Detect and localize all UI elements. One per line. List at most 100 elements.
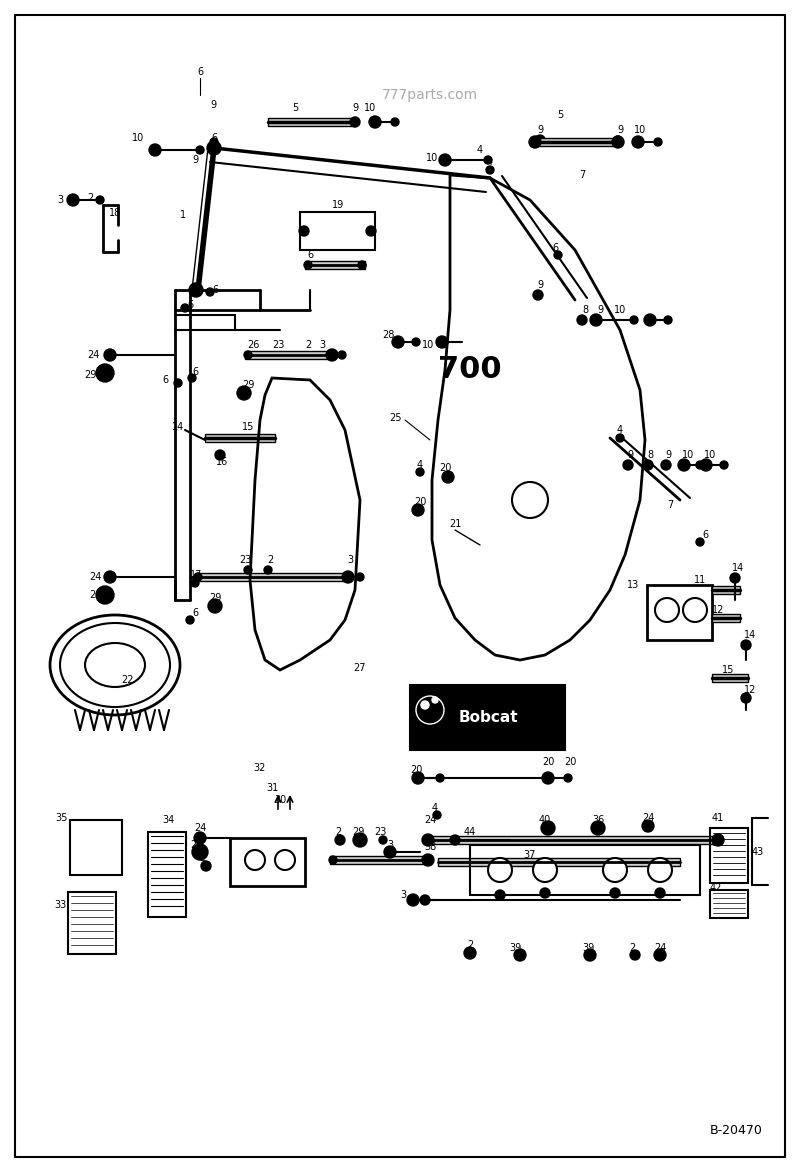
Text: 14: 14 <box>172 422 184 432</box>
Circle shape <box>436 774 444 782</box>
Text: 17: 17 <box>190 570 202 580</box>
Text: 15: 15 <box>242 422 254 432</box>
Circle shape <box>358 261 366 270</box>
Circle shape <box>392 336 404 348</box>
Text: 24: 24 <box>194 823 206 833</box>
Circle shape <box>486 166 494 173</box>
Bar <box>438 858 680 866</box>
Bar <box>70 820 122 875</box>
Circle shape <box>192 844 208 860</box>
Text: 2: 2 <box>267 556 273 565</box>
Text: 34: 34 <box>162 815 174 825</box>
Text: 2: 2 <box>467 940 473 950</box>
Circle shape <box>730 573 740 582</box>
Circle shape <box>614 136 622 144</box>
Text: 4: 4 <box>487 157 493 166</box>
Text: 2: 2 <box>305 340 311 350</box>
Text: 27: 27 <box>354 663 366 673</box>
Circle shape <box>421 701 429 709</box>
Circle shape <box>194 832 206 844</box>
Circle shape <box>67 195 79 206</box>
Circle shape <box>191 579 199 587</box>
Text: 2: 2 <box>199 853 205 863</box>
Circle shape <box>643 459 653 470</box>
Text: 2: 2 <box>87 193 93 203</box>
Text: 9: 9 <box>627 450 633 459</box>
Circle shape <box>712 834 724 846</box>
Text: 10: 10 <box>614 305 626 315</box>
Circle shape <box>514 949 526 961</box>
Circle shape <box>654 949 666 961</box>
Text: 3: 3 <box>400 890 406 900</box>
Text: 20: 20 <box>410 765 422 775</box>
Text: 20: 20 <box>542 757 554 766</box>
Circle shape <box>149 144 161 156</box>
Bar <box>195 573 350 581</box>
Circle shape <box>661 459 671 470</box>
Text: 6: 6 <box>162 375 168 384</box>
Text: 6: 6 <box>307 250 313 260</box>
Text: 20: 20 <box>414 497 426 507</box>
Text: 19: 19 <box>332 200 344 210</box>
Circle shape <box>495 890 505 900</box>
Bar <box>205 434 275 442</box>
Text: 23: 23 <box>374 827 386 837</box>
Text: 9: 9 <box>210 100 216 110</box>
Text: 25: 25 <box>389 413 402 423</box>
Text: 36: 36 <box>592 815 604 825</box>
Text: 6: 6 <box>187 300 193 311</box>
Text: 10: 10 <box>704 450 716 459</box>
Text: 9: 9 <box>352 103 358 113</box>
Text: 777parts.com: 777parts.com <box>382 88 478 102</box>
Circle shape <box>700 459 712 471</box>
Circle shape <box>644 314 656 326</box>
Text: 6: 6 <box>552 243 558 253</box>
Circle shape <box>584 949 596 961</box>
Circle shape <box>186 616 194 624</box>
Circle shape <box>104 571 116 582</box>
Circle shape <box>616 434 624 442</box>
Bar <box>305 261 365 270</box>
Circle shape <box>194 573 202 581</box>
Circle shape <box>207 141 221 155</box>
Bar <box>712 614 740 622</box>
Text: 29: 29 <box>89 590 101 600</box>
Text: 7: 7 <box>667 500 673 510</box>
Circle shape <box>720 461 728 469</box>
Text: 37: 37 <box>524 850 536 860</box>
Circle shape <box>329 856 337 864</box>
Text: 24: 24 <box>654 943 666 953</box>
Text: 3: 3 <box>347 556 353 565</box>
Circle shape <box>533 858 557 883</box>
Text: 1: 1 <box>180 210 186 220</box>
Text: 4: 4 <box>417 459 423 470</box>
Text: 700: 700 <box>438 355 502 384</box>
Text: 29: 29 <box>84 370 96 380</box>
Text: 9: 9 <box>617 125 623 135</box>
Circle shape <box>535 135 545 145</box>
Text: 42: 42 <box>710 883 722 893</box>
Bar <box>470 845 700 895</box>
Text: 24: 24 <box>89 572 101 582</box>
Circle shape <box>696 538 704 546</box>
Text: 3: 3 <box>387 840 393 850</box>
Circle shape <box>683 598 707 622</box>
Circle shape <box>533 289 543 300</box>
Text: 29: 29 <box>352 827 364 837</box>
Text: 10: 10 <box>422 340 434 350</box>
Circle shape <box>632 136 644 148</box>
Bar <box>410 684 565 750</box>
Text: 6: 6 <box>212 285 218 295</box>
Circle shape <box>338 350 346 359</box>
Text: 8: 8 <box>647 450 653 459</box>
Text: 15: 15 <box>722 665 734 675</box>
Circle shape <box>541 822 555 834</box>
Bar <box>300 212 375 250</box>
Text: 23: 23 <box>272 340 284 350</box>
Bar <box>148 832 186 917</box>
Circle shape <box>678 459 690 471</box>
Text: 29: 29 <box>209 593 221 604</box>
Text: 22: 22 <box>121 675 134 684</box>
Circle shape <box>237 386 251 400</box>
Circle shape <box>350 117 360 127</box>
